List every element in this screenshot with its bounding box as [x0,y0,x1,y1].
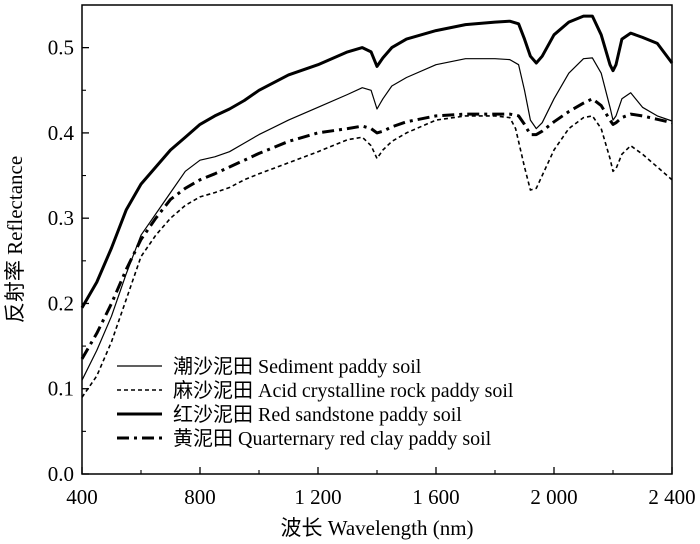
series-layer [80,14,674,398]
x-tick-label: 2 000 [530,485,577,509]
series-line-3 [80,14,674,309]
x-tick-label: 1 600 [412,485,459,509]
x-axis-title: 波长 Wavelength (nm) [280,516,473,540]
series-line-4 [80,97,673,360]
x-tick-label: 1 200 [294,485,341,509]
plot-frame [81,4,673,475]
series-line-2 [81,115,673,398]
series-line-1 [81,57,673,381]
legend-label-4: 黄泥田 Quarternary red clay paddy soil [173,427,492,450]
y-tick-label: 0.5 [48,36,74,60]
x-tick-label: 400 [66,485,98,509]
legend-label-3: 红沙泥田 Red sandstone paddy soil [173,403,462,426]
y-tick-label: 0.0 [48,462,74,486]
y-tick-label: 0.4 [48,121,75,145]
tick-label-layer: 400 800 1 200 1 600 2 000 2 400 0.0 0.1 0.2 0.3 0.… [48,36,696,509]
legend-label-2: 麻沙泥田 Acid crystalline rock paddy soil [173,379,514,402]
y-tick-label: 0.1 [48,377,74,401]
y-tick-label: 0.2 [48,291,74,315]
x-tick-label: 800 [184,485,216,509]
y-axis-title: 反射率 Reflectance [3,156,27,323]
legend-label-1: 潮沙泥田 Sediment paddy soil [173,355,422,378]
y-tick-label: 0.3 [48,206,74,230]
x-tick-label: 2 400 [648,485,695,509]
